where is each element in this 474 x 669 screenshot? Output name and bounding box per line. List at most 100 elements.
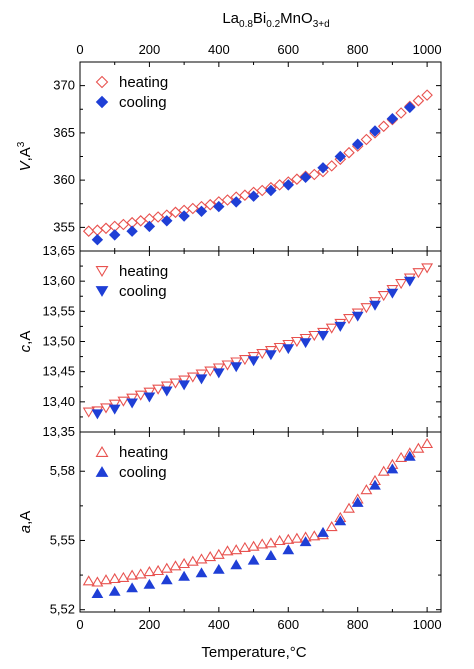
data-point-cooling <box>195 567 208 578</box>
legend-marker-heating <box>95 266 109 277</box>
panel-frame <box>79 431 442 613</box>
data-point-cooling <box>108 404 121 415</box>
data-point-cooling <box>126 398 138 409</box>
legend-marker-cooling <box>95 466 109 477</box>
data-point-cooling <box>212 563 225 574</box>
y-tick-label: 13,50 <box>42 334 75 349</box>
data-point-heating <box>282 533 295 544</box>
data-point-heating <box>204 198 216 211</box>
data-point-cooling <box>160 386 173 397</box>
bottom-x-tick-label: 0 <box>76 617 83 632</box>
series-cooling <box>91 101 416 246</box>
x-axis-title: Temperature,°C <box>201 644 306 661</box>
data-point-heating <box>212 363 225 374</box>
data-point-heating <box>100 403 112 414</box>
data-point-cooling <box>386 112 399 125</box>
data-point-heating <box>221 360 234 371</box>
data-point-heating <box>395 279 408 290</box>
data-point-cooling <box>178 380 190 391</box>
legend-marker-heating <box>95 446 109 457</box>
data-point-heating <box>152 384 165 395</box>
data-point-heating <box>169 560 182 571</box>
data-point-cooling <box>404 101 416 114</box>
data-point-heating <box>377 120 390 133</box>
data-point-heating <box>290 336 303 348</box>
y-tick-label: 360 <box>53 172 75 187</box>
data-point-heating <box>239 189 251 201</box>
data-point-cooling <box>213 200 225 213</box>
data-point-cooling <box>282 344 295 355</box>
series-cooling <box>91 276 416 420</box>
data-point-cooling <box>299 536 312 547</box>
data-point-heating <box>238 355 251 366</box>
data-point-heating <box>134 390 147 401</box>
series-heating <box>82 437 434 587</box>
data-point-heating <box>377 291 390 302</box>
data-point-heating <box>247 540 260 551</box>
y-tick-label: 5,58 <box>50 463 75 478</box>
legend-label-cooling: cooling <box>119 94 167 111</box>
data-point-heating <box>82 575 95 586</box>
data-point-heating <box>91 576 104 587</box>
data-point-cooling <box>143 392 156 403</box>
data-point-cooling <box>126 582 138 593</box>
y-axis-title: a,A <box>17 511 34 534</box>
data-point-cooling <box>161 215 173 227</box>
top-x-tick-label: 600 <box>277 42 299 57</box>
data-point-heating <box>377 465 390 476</box>
data-point-cooling <box>108 229 121 241</box>
data-point-cooling <box>230 196 242 208</box>
legend-label-cooling: cooling <box>119 283 167 300</box>
data-point-cooling <box>91 588 104 598</box>
data-point-heating <box>178 557 191 569</box>
data-point-heating <box>308 530 321 541</box>
data-point-cooling <box>195 205 208 218</box>
data-point-heating <box>91 224 104 236</box>
data-point-cooling <box>299 338 312 349</box>
data-point-heating <box>117 571 130 582</box>
y-tick-label: 13,35 <box>42 424 75 439</box>
data-point-heating <box>325 521 338 532</box>
data-point-cooling <box>195 374 208 385</box>
y-tick-label: 13,65 <box>42 243 75 258</box>
data-point-heating <box>230 544 243 555</box>
data-point-cooling <box>178 210 190 222</box>
data-point-cooling <box>317 331 329 341</box>
data-point-cooling <box>386 463 399 474</box>
data-point-cooling <box>351 311 364 322</box>
y-axis-title: V,A3 <box>16 141 34 171</box>
data-point-cooling <box>230 362 243 373</box>
data-point-cooling <box>108 585 121 596</box>
data-point-heating <box>412 442 425 453</box>
panel-volume: 355 360 365 370 V,A3 heating cooling <box>16 61 442 252</box>
y-axis-title: c,A <box>17 331 34 353</box>
data-point-heating <box>256 349 269 360</box>
data-point-heating <box>195 553 208 564</box>
data-point-cooling <box>265 550 277 560</box>
y-tick-label: 13,40 <box>42 394 75 409</box>
data-point-heating <box>126 393 139 404</box>
data-point-cooling <box>351 138 364 150</box>
legend-marker-cooling <box>95 95 109 109</box>
data-point-cooling <box>230 559 243 570</box>
top-x-tick-label: 800 <box>347 42 369 57</box>
data-point-heating <box>160 562 173 573</box>
data-point-heating <box>256 184 268 197</box>
data-point-heating <box>273 179 286 191</box>
data-point-cooling <box>369 300 381 311</box>
legend-label-heating: heating <box>119 263 168 280</box>
data-point-cooling <box>282 179 295 191</box>
data-point-heating <box>100 574 112 585</box>
bottom-x-tick-label: 1000 <box>413 617 442 632</box>
data-point-heating <box>186 555 199 566</box>
data-point-heating <box>100 222 112 235</box>
y-tick-label: 370 <box>53 78 75 93</box>
legend: heating cooling <box>95 444 168 481</box>
series-cooling <box>91 450 416 598</box>
data-point-heating <box>178 375 191 386</box>
data-point-heating <box>134 215 147 227</box>
data-point-cooling <box>247 190 260 202</box>
data-point-heating <box>290 532 303 543</box>
top-x-axis: 0 200 400 600 800 1000 <box>76 42 441 57</box>
